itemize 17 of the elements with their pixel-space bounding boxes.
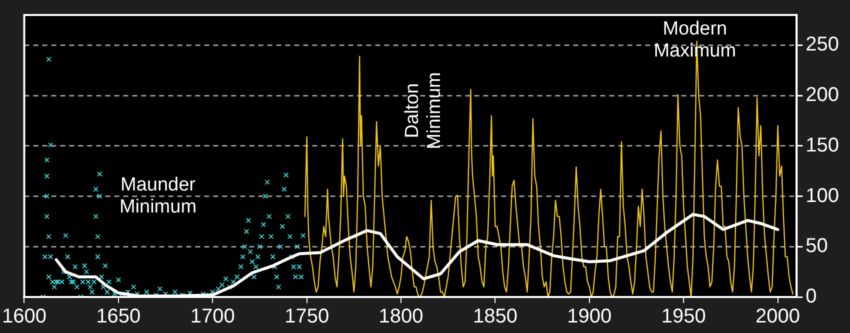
y-tick-label: 250 bbox=[806, 34, 840, 56]
y-tick-label: 150 bbox=[806, 134, 840, 156]
annotation: Maunder Minimum bbox=[119, 174, 197, 218]
annotation: Dalton Minimum bbox=[402, 72, 445, 150]
x-tick-label: 1900 bbox=[567, 306, 612, 328]
x-tick-label: 1800 bbox=[378, 306, 424, 328]
x-tick-label: 1850 bbox=[472, 306, 518, 328]
x-tick-label: 1750 bbox=[284, 306, 330, 328]
x-tick-label: 1600 bbox=[2, 306, 46, 328]
y-tick-label: 50 bbox=[806, 235, 828, 258]
x-tick-label: 1950 bbox=[661, 306, 706, 328]
y-tick-label: 100 bbox=[806, 184, 840, 207]
y-tick-label: 0 bbox=[806, 286, 817, 308]
x-tick-label: 2000 bbox=[756, 306, 800, 328]
y-tick-label: 200 bbox=[806, 84, 840, 106]
x-tick-label: 1700 bbox=[190, 306, 235, 328]
x-tick-label: 1650 bbox=[96, 306, 141, 328]
